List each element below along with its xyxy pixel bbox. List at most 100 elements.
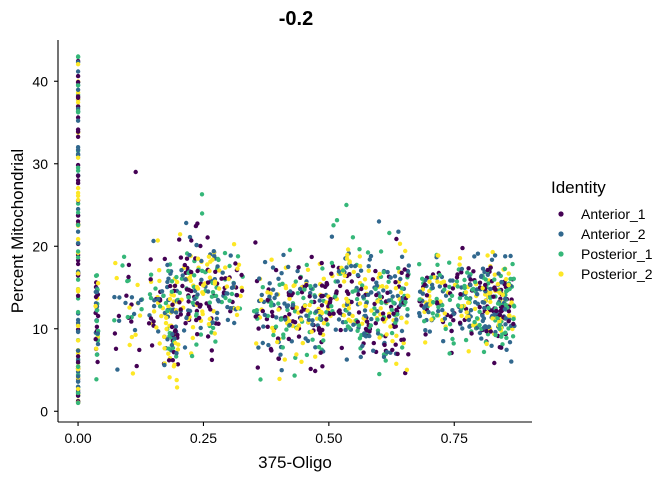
data-point: [169, 309, 175, 314]
data-point: [177, 290, 182, 296]
data-point: [75, 100, 81, 105]
data-point: [154, 325, 159, 330]
data-point: [224, 291, 229, 296]
data-point: [148, 295, 154, 301]
data-point: [477, 304, 482, 310]
data-point: [377, 294, 383, 299]
data-point: [211, 249, 216, 254]
data-point: [303, 336, 308, 341]
data-point: [399, 315, 404, 321]
data-point: [209, 357, 215, 363]
data-point: [75, 261, 81, 267]
data-point: [503, 322, 508, 327]
data-point: [436, 308, 441, 314]
data-point: [481, 325, 487, 330]
data-point: [428, 275, 434, 280]
x-ticks: 0.00 0.25 0.50 0.75: [64, 422, 468, 446]
data-point: [344, 289, 350, 294]
legend-key-anterior-1: [558, 211, 564, 217]
data-point: [357, 263, 363, 269]
data-point: [468, 308, 474, 313]
data-point: [462, 277, 467, 283]
data-point: [350, 313, 355, 319]
data-point: [442, 287, 447, 292]
data-point: [447, 260, 452, 265]
data-point: [219, 276, 224, 281]
data-point: [344, 202, 349, 208]
data-point: [502, 307, 508, 312]
data-point: [251, 309, 257, 314]
data-point: [472, 306, 478, 311]
data-point: [296, 334, 302, 339]
data-point: [494, 308, 499, 314]
data-point: [383, 358, 388, 363]
data-point: [319, 283, 325, 288]
data-point: [434, 300, 440, 305]
data-point: [429, 317, 434, 322]
data-point: [378, 249, 384, 254]
data-point: [208, 307, 213, 312]
data-point: [258, 377, 263, 382]
data-point: [194, 311, 199, 317]
legend-label: Posterior_1: [581, 246, 653, 262]
data-point: [269, 300, 274, 305]
data-point: [166, 351, 171, 356]
data-point: [347, 325, 352, 331]
data-point: [129, 334, 135, 340]
data-point: [258, 297, 264, 303]
data-point: [286, 292, 292, 298]
data-point: [286, 336, 291, 342]
data-point: [231, 281, 236, 286]
data-point: [213, 293, 219, 299]
data-point: [75, 271, 81, 276]
data-point: [309, 254, 314, 260]
data-point: [75, 83, 81, 88]
data-point: [319, 260, 324, 266]
data-point: [486, 324, 492, 329]
data-point: [292, 320, 298, 325]
data-point: [207, 316, 212, 322]
data-point: [126, 278, 131, 283]
data-point: [351, 269, 356, 275]
data-point: [349, 263, 354, 269]
data-point: [94, 289, 100, 295]
data-point: [292, 309, 298, 314]
data-point: [366, 292, 371, 297]
data-point: [455, 303, 461, 308]
data-point: [75, 360, 81, 365]
data-point: [393, 324, 398, 329]
data-point: [331, 223, 336, 228]
data-point: [227, 263, 232, 269]
data-point: [497, 312, 503, 318]
data-point: [488, 286, 493, 292]
data-point: [165, 308, 170, 314]
data-point: [253, 240, 258, 245]
data-point: [390, 347, 395, 353]
data-point: [506, 309, 512, 314]
legend-label: Anterior_2: [581, 226, 646, 242]
data-point: [360, 283, 365, 288]
data-point: [404, 281, 409, 287]
data-point: [364, 328, 369, 333]
data-point: [152, 298, 157, 303]
data-point: [120, 263, 125, 268]
data-point: [179, 268, 184, 273]
data-point: [321, 338, 326, 343]
data-point: [238, 293, 243, 299]
data-point: [75, 134, 81, 139]
data-point: [403, 300, 408, 305]
data-point: [75, 173, 81, 178]
data-point: [488, 329, 493, 334]
data-point: [274, 292, 279, 297]
data-point: [479, 336, 484, 341]
data-point: [75, 317, 81, 323]
data-point: [304, 313, 309, 318]
data-point: [75, 185, 81, 191]
data-point: [406, 294, 411, 299]
data-point: [253, 314, 258, 319]
data-point: [280, 281, 285, 286]
data-point: [148, 316, 154, 321]
data-point: [127, 305, 132, 310]
data-point: [304, 262, 309, 268]
data-point: [394, 317, 399, 322]
